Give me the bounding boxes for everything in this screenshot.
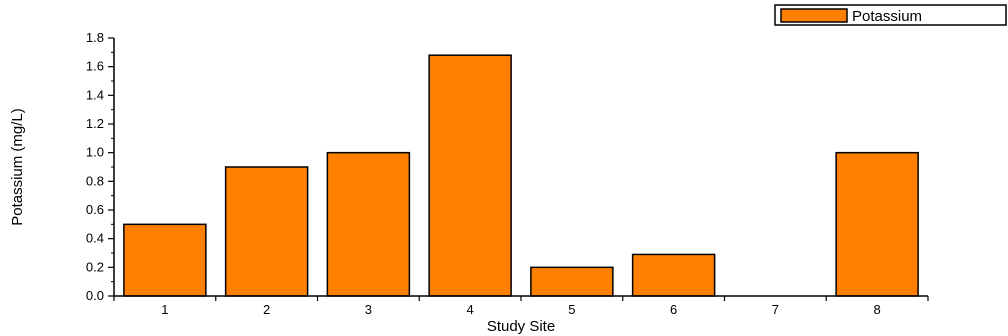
bar-site-8 bbox=[835, 151, 919, 297]
y-tick-label: 0.2 bbox=[86, 259, 104, 274]
y-tick-label: 1.6 bbox=[86, 59, 104, 74]
bar-site-6 bbox=[631, 253, 716, 297]
y-ticks-group: 0.0 0.2 0.4 0.6 0.8 1.0 1.2 1.4 1.6 1.8 bbox=[86, 30, 114, 303]
y-tick-label: 1.2 bbox=[86, 116, 104, 131]
x-axis-title: Study Site bbox=[487, 318, 555, 335]
x-tick-label: 8 bbox=[874, 302, 881, 317]
x-tick-label: 3 bbox=[365, 302, 372, 317]
legend-label: Potassium bbox=[852, 8, 922, 25]
x-ticks-group: 1 2 3 4 5 6 7 8 bbox=[113, 296, 929, 317]
x-tick-label: 1 bbox=[161, 302, 168, 317]
y-tick-label: 0.8 bbox=[86, 173, 104, 188]
y-tick-label: 0.6 bbox=[86, 202, 104, 217]
bar-site-4 bbox=[428, 54, 512, 297]
bar-site-3 bbox=[326, 151, 411, 297]
legend: Potassium bbox=[774, 4, 1007, 26]
legend-swatch bbox=[780, 8, 848, 23]
y-axis-title: Potassium (mg/L) bbox=[9, 108, 26, 226]
x-tick-label: 7 bbox=[772, 302, 779, 317]
y-tick-label: 0.0 bbox=[86, 288, 104, 303]
y-tick-label: 1.4 bbox=[86, 87, 104, 102]
x-tick-label: 6 bbox=[670, 302, 677, 317]
x-tick-label: 4 bbox=[467, 302, 474, 317]
bar-site-1 bbox=[123, 223, 207, 297]
bars-group bbox=[123, 54, 919, 297]
x-tick-label: 5 bbox=[568, 302, 575, 317]
bar-site-2 bbox=[224, 166, 309, 297]
y-tick-label: 1.8 bbox=[86, 30, 104, 45]
bar-site-5 bbox=[530, 266, 614, 297]
x-tick-label: 2 bbox=[263, 302, 270, 317]
y-tick-label: 1.0 bbox=[86, 145, 104, 160]
y-tick-label: 0.4 bbox=[86, 231, 104, 246]
